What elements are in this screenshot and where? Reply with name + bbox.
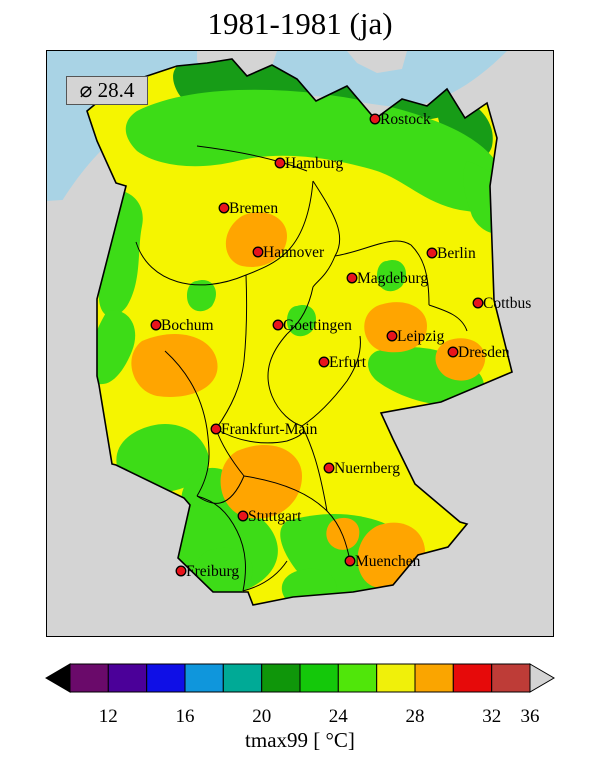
svg-text:Hannover: Hannover [263, 244, 325, 261]
svg-text:Frankfurt-Main: Frankfurt-Main [221, 421, 318, 438]
svg-text:36: 36 [521, 706, 540, 727]
svg-text:Bochum: Bochum [161, 317, 214, 334]
svg-text:tmax99 [ °C]: tmax99 [ °C] [245, 728, 355, 752]
svg-text:20: 20 [252, 706, 271, 727]
svg-text:Muenchen: Muenchen [355, 553, 421, 570]
svg-text:Cottbus: Cottbus [483, 295, 531, 312]
svg-text:Hamburg: Hamburg [285, 155, 344, 172]
svg-text:Erfurt: Erfurt [329, 354, 367, 371]
svg-text:Magdeburg: Magdeburg [357, 270, 428, 287]
svg-text:Leipzig: Leipzig [397, 328, 445, 345]
svg-text:24: 24 [329, 706, 349, 727]
svg-text:28: 28 [406, 706, 425, 727]
svg-text:Stuttgart: Stuttgart [248, 508, 302, 525]
svg-text:16: 16 [176, 706, 195, 727]
svg-text:Berlin: Berlin [437, 245, 476, 262]
svg-text:32: 32 [482, 706, 501, 727]
svg-text:Bremen: Bremen [229, 200, 278, 217]
svg-text:Goettingen: Goettingen [283, 317, 352, 334]
svg-text:Freiburg: Freiburg [186, 563, 239, 580]
svg-text:Dresden: Dresden [458, 344, 510, 361]
svg-text:Rostock: Rostock [380, 111, 431, 128]
svg-text:12: 12 [99, 706, 118, 727]
svg-text:Nuernberg: Nuernberg [334, 460, 400, 477]
